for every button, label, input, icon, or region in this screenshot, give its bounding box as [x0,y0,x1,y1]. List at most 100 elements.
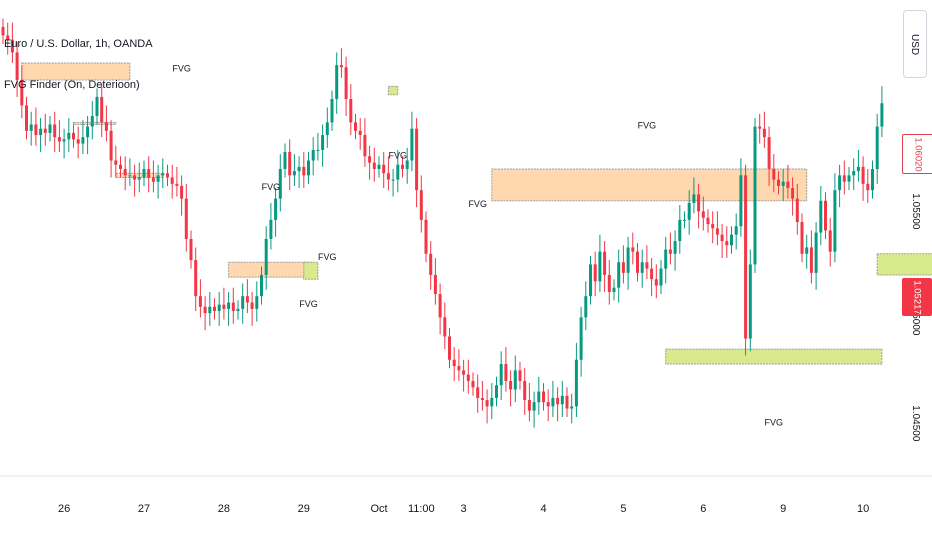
candle [354,113,357,140]
candle [109,120,113,178]
candle-body-down [166,173,169,178]
candle [95,88,99,125]
candle [15,41,19,97]
candle-body-down [53,124,57,138]
candle-body-up [377,164,381,169]
candle-body-down [109,130,113,161]
candle [255,281,259,322]
candle [697,183,701,229]
candle-body-up [292,171,296,176]
candle-body-down [213,306,216,312]
candle [523,368,527,415]
candle [100,84,104,138]
time-tick-label: 4 [540,503,546,515]
candle [43,113,47,146]
candle [532,391,536,428]
candle-body-down [170,177,174,184]
candle-body-down [711,224,715,229]
candle-body-up [683,219,686,221]
candle [114,145,118,178]
time-tick-label: 6 [700,503,706,515]
candle [645,245,649,280]
currency-button[interactable]: USD [903,10,927,78]
candle [302,152,306,189]
candle-body-down [198,296,202,307]
candle-body-down [372,162,376,169]
candle-body-down [767,137,771,169]
candle [227,291,231,326]
candle-body-up [405,160,409,169]
candle [10,22,14,63]
candle-body-down [194,260,198,297]
candle-body-up [410,128,414,161]
candle [335,52,339,114]
candle-body-down [100,96,104,123]
candle-body-down [76,139,80,144]
candle [838,164,842,208]
candle-body-up [748,264,752,339]
candle [734,213,738,250]
candle-body-down [777,179,780,186]
candle [57,120,61,153]
candle-body-up [264,238,268,275]
candle-body-down [386,173,390,180]
candle-body-down [866,183,870,191]
candle-body-up [335,65,339,100]
candle [424,211,428,263]
candle [438,283,442,335]
candle [495,376,498,407]
candle-body-up [95,96,99,116]
fvg-label: FVG [765,417,784,427]
candle-body-down [104,122,108,131]
candle-body-up [269,219,273,239]
candle [401,156,404,178]
time-tick-label: 28 [218,503,230,515]
candle-body-down [809,247,813,273]
candle-body-up [847,175,851,182]
candle-body-down [133,175,137,180]
candle-body-up [260,274,263,297]
candle [762,111,766,148]
candle [598,234,602,292]
candle-body-up [316,149,320,151]
candle-body-down [419,190,423,220]
symbol-title[interactable]: Euro / U.S. Dollar, 1h, OANDA [4,38,153,50]
candle [236,300,240,320]
candle [142,160,146,186]
candle-body-up [391,179,395,181]
candle [452,347,456,381]
candle [166,164,169,186]
candle [307,152,310,184]
candle [222,287,226,320]
candle [311,137,315,176]
candle-body-up [241,296,245,309]
candle-body-down [523,380,527,401]
candle [386,156,390,191]
fvg-zone-bullish [876,253,932,276]
candle [589,255,592,305]
candle-body-up [137,177,141,180]
candle [81,120,85,155]
candle [283,143,287,178]
candle-body-up [687,202,691,220]
candle [593,251,597,297]
candle-body-down [43,128,47,133]
candle [560,380,564,418]
candle [156,164,160,199]
candle-body-down [457,366,461,371]
candle-body-down [701,211,705,218]
candle [711,211,715,244]
candle-body-down [189,238,193,261]
candle-body-up [490,397,494,407]
fvg-label: FVG [389,150,408,160]
candle-body-down [438,294,442,318]
candle [198,279,202,318]
candle [419,175,423,233]
time-tick-label: 27 [138,503,150,515]
candle [457,349,461,381]
candle-body-down [621,262,625,273]
indicator-title[interactable]: FVG Finder (On, Deterioon) [4,79,140,91]
candle-body-up [692,194,696,203]
candle [297,156,301,189]
